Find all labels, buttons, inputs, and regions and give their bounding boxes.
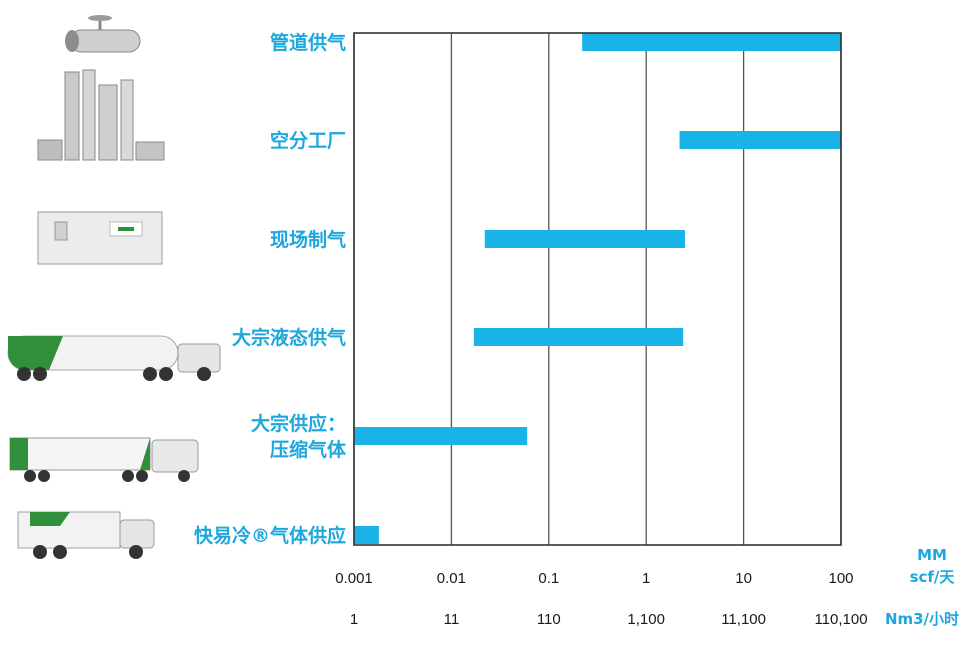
primary-tick-label-4: 10 — [735, 570, 752, 587]
primary-tick-label-2: 0.1 — [538, 570, 559, 587]
unit-labels: MM scf/天 Nm3/小时 — [885, 546, 959, 628]
category-label-0: 管道供气 — [270, 31, 346, 54]
primary-tick-label-5: 100 — [828, 570, 853, 587]
secondary-tick-label-0: 1 — [350, 611, 358, 628]
gridlines — [353, 33, 842, 545]
secondary-tick-label-3: 1,100 — [627, 611, 665, 628]
category-label-4-line-0: 大宗供应： — [251, 412, 346, 435]
small-truck-icon — [17, 511, 155, 559]
primary-tick-label-3: 1 — [642, 570, 650, 587]
primary-tick-label-1: 0.01 — [437, 570, 466, 587]
secondary-unit: Nm3/小时 — [885, 610, 959, 628]
primary-tick-label-0: 0.001 — [335, 570, 373, 587]
category-label-4-line-1: 压缩气体 — [270, 438, 347, 461]
plot-frame — [353, 32, 842, 546]
liquid-tanker-truck-icon — [7, 335, 221, 381]
tube-trailer-truck-icon — [9, 437, 199, 482]
range-bar-3 — [473, 328, 684, 346]
onsite-container-icon — [37, 211, 163, 265]
category-label-1: 空分工厂 — [270, 129, 346, 152]
secondary-tick-label-2: 110 — [537, 611, 561, 628]
icon-column — [7, 15, 221, 559]
range-bar-4 — [354, 427, 528, 445]
category-label-5: 快易冷®气体供应 — [194, 524, 346, 547]
primary-unit-line-2: scf/天 — [910, 568, 956, 586]
range-bar-1 — [679, 131, 841, 149]
range-bar-5 — [354, 526, 379, 544]
bars — [354, 33, 841, 544]
tick-labels: 0.00110.01110.111011,1001011,100100110,1… — [335, 570, 867, 628]
secondary-tick-label-1: 11 — [444, 611, 460, 628]
range-bar-0 — [582, 33, 841, 51]
range-bar-2 — [484, 230, 685, 248]
air-separation-plant-icon — [37, 69, 165, 161]
secondary-tick-label-4: 11,100 — [721, 611, 766, 628]
pipeline-icon — [65, 15, 141, 53]
primary-unit-line-1: MM — [917, 546, 947, 564]
category-label-2: 现场制气 — [270, 228, 346, 251]
secondary-tick-label-5: 110,100 — [814, 611, 867, 628]
category-label-3: 大宗液态供气 — [232, 326, 346, 349]
